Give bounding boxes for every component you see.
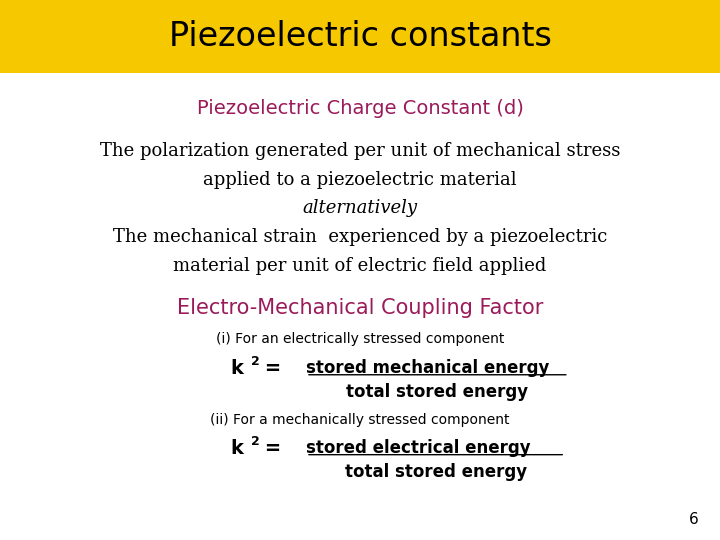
Text: alternatively: alternatively: [302, 199, 418, 218]
Text: 6: 6: [688, 511, 698, 526]
Text: Piezoelectric constants: Piezoelectric constants: [168, 20, 552, 53]
Text: stored mechanical energy: stored mechanical energy: [306, 359, 549, 377]
Text: =: =: [258, 359, 294, 378]
Text: The mechanical strain  experienced by a piezoelectric: The mechanical strain experienced by a p…: [113, 228, 607, 246]
Text: stored electrical energy: stored electrical energy: [306, 439, 531, 457]
Text: The polarization generated per unit of mechanical stress: The polarization generated per unit of m…: [100, 142, 620, 160]
Text: 2: 2: [251, 355, 259, 368]
Text: material per unit of electric field applied: material per unit of electric field appl…: [174, 256, 546, 275]
FancyBboxPatch shape: [0, 0, 720, 73]
Text: k: k: [230, 359, 243, 378]
Text: (i) For an electrically stressed component: (i) For an electrically stressed compone…: [216, 332, 504, 346]
Text: (ii) For a mechanically stressed component: (ii) For a mechanically stressed compone…: [210, 413, 510, 427]
Text: total stored energy: total stored energy: [346, 383, 528, 401]
Text: applied to a piezoelectric material: applied to a piezoelectric material: [203, 171, 517, 189]
Text: =: =: [258, 438, 294, 458]
Text: 2: 2: [251, 435, 259, 448]
Text: Piezoelectric Charge Constant (d): Piezoelectric Charge Constant (d): [197, 98, 523, 118]
Text: k: k: [230, 438, 243, 458]
Text: Electro-Mechanical Coupling Factor: Electro-Mechanical Coupling Factor: [177, 298, 543, 318]
Text: total stored energy: total stored energy: [345, 463, 526, 481]
